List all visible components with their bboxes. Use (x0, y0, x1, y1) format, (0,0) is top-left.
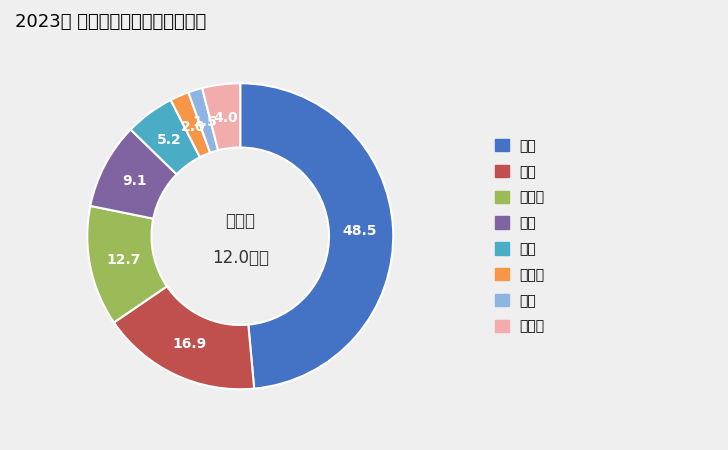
Text: 5.2: 5.2 (157, 133, 182, 147)
Wedge shape (202, 83, 240, 150)
Text: 12.7: 12.7 (106, 253, 141, 267)
Wedge shape (189, 88, 218, 153)
Wedge shape (240, 83, 393, 389)
Text: 16.9: 16.9 (173, 337, 207, 351)
Wedge shape (130, 100, 200, 174)
Text: 2.0: 2.0 (181, 120, 205, 134)
Text: 総　額: 総 額 (225, 212, 256, 230)
Text: 1.5: 1.5 (193, 115, 218, 129)
Text: 2023年 輸出相手国のシェア（％）: 2023年 輸出相手国のシェア（％） (15, 14, 206, 32)
Wedge shape (87, 206, 167, 323)
Wedge shape (90, 130, 177, 219)
Text: 48.5: 48.5 (342, 224, 376, 238)
Legend: 米国, 韓国, インド, 中国, タイ, ドイツ, 英国, その他: 米国, 韓国, インド, 中国, タイ, ドイツ, 英国, その他 (495, 139, 545, 333)
Wedge shape (114, 286, 254, 389)
Text: 9.1: 9.1 (122, 174, 147, 188)
Wedge shape (170, 92, 210, 157)
Text: 12.0億円: 12.0億円 (212, 249, 269, 267)
Text: 4.0: 4.0 (213, 111, 237, 125)
